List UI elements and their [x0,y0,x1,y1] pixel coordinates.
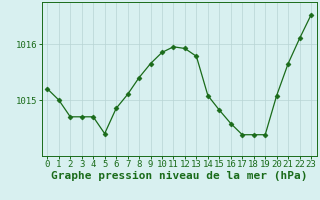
X-axis label: Graphe pression niveau de la mer (hPa): Graphe pression niveau de la mer (hPa) [51,171,308,181]
